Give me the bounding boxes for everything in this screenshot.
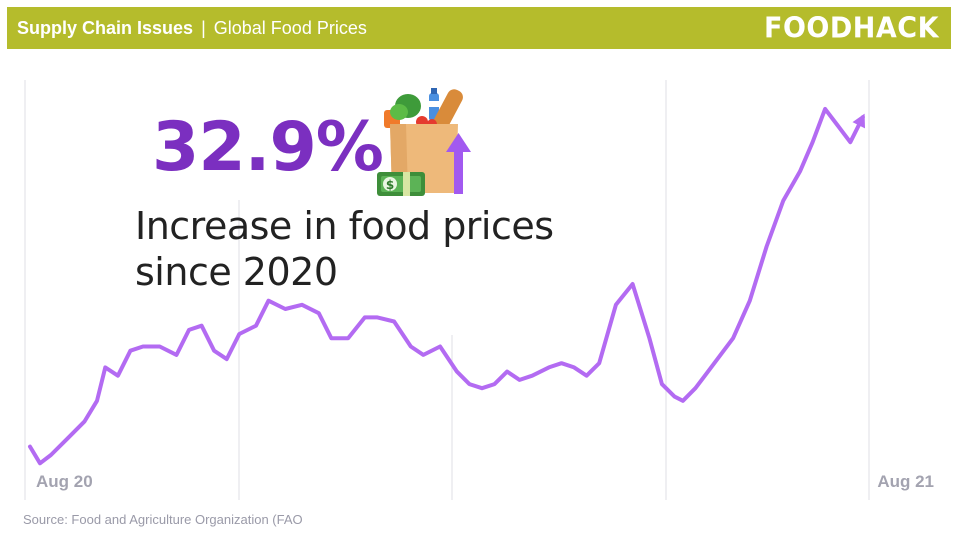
line-end-arrow	[852, 113, 865, 129]
source-note: Source: Food and Agriculture Organizatio…	[23, 512, 303, 527]
increase-percentage: 32.9%	[152, 108, 384, 187]
x-tick-label-last: Aug 21	[877, 472, 934, 491]
grocery-bag-with-up-arrow-and-money-icon: $	[377, 88, 471, 196]
title-bar: Supply Chain Issues | Global Food Prices…	[7, 7, 951, 49]
price-line	[28, 106, 865, 466]
brand-logo: FOODHACK	[764, 12, 939, 45]
title-separator: |	[201, 17, 206, 38]
chart-subtitle: Global Food Prices	[213, 17, 367, 38]
chart-title: Supply Chain Issues | Global Food Prices	[17, 18, 367, 39]
gridlines	[24, 80, 870, 500]
svg-text:$: $	[386, 178, 394, 192]
increase-description-line2: since 2020	[135, 250, 338, 294]
increase-description: Increase in food prices since 2020	[135, 203, 555, 295]
chart-title-bold: Supply Chain Issues	[17, 17, 194, 38]
increase-description-line1: Increase in food prices	[135, 204, 554, 248]
x-tick-label-first: Aug 20	[36, 472, 93, 491]
